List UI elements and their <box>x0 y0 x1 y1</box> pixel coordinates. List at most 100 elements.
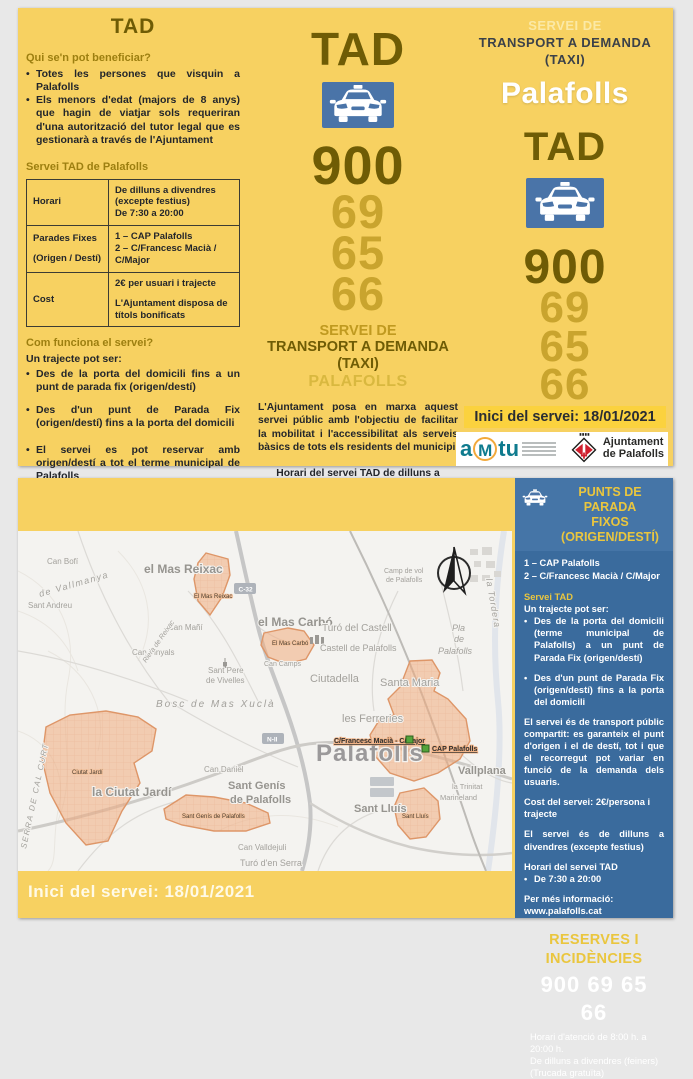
row-value: De dilluns a divendres (excepte festius)… <box>108 178 240 227</box>
phone-part: 65 <box>330 225 386 279</box>
svg-text:Can Bofí: Can Bofí <box>47 557 79 566</box>
value-line: 2 – C/Francesc Macià / C/Major <box>115 243 217 266</box>
logo-text-line: Ajuntament <box>602 436 664 449</box>
zone-mas-carbo <box>260 627 315 665</box>
column-cover: SERVEI DE TRANSPORT A DEMANDA (TAXI) Pal… <box>456 8 668 466</box>
svg-text:Turó d'en Serra: Turó d'en Serra <box>240 858 302 868</box>
phone-part: 900 <box>311 136 405 196</box>
ajuntament-logo: Ajuntament de Palafolls <box>569 433 664 465</box>
reserves-details: Horari d'atenció de 8:00 h. a 20:00 h. D… <box>524 1031 664 1079</box>
row-value: 2€ per usuari i trajecte L'Ajuntament di… <box>108 271 240 328</box>
stop-item: 2 – C/Francesc Macià / C/Major <box>524 571 660 582</box>
list-item: Els menors d'edat (majors de 8 anys) que… <box>26 94 240 147</box>
detail-line: (Trucada gratuïta) <box>530 1068 605 1079</box>
phone-part: 65 <box>539 321 591 371</box>
svg-text:C-32: C-32 <box>239 587 253 594</box>
info-line: Per més informació: www.palafolls.cat <box>524 893 614 916</box>
list-item: El servei es pot reservar amb origen/des… <box>26 444 240 483</box>
svg-text:Sant Pere: Sant Pere <box>208 666 244 675</box>
svg-text:Palafolls: Palafolls <box>316 740 424 767</box>
phone-part: 900 <box>523 240 607 294</box>
heading-line: TRANSPORT A DEMANDA <box>267 339 449 356</box>
svg-text:Can Mañí: Can Mañí <box>168 623 203 632</box>
value-line: 2€ per usuari i trajecte <box>115 277 216 289</box>
brochure-map-page: C-32 N-II Can Bofí Sant Andreu el Mas Re… <box>18 478 673 1078</box>
svg-text:Riera de Reixac: Riera de Reixac <box>142 619 177 664</box>
svg-text:de: de <box>454 634 464 644</box>
svg-text:les Ferreries: les Ferreries <box>342 713 404 725</box>
svg-text:El Mas Reixac: El Mas Reixac <box>194 594 232 600</box>
value-line: De 7:30 a 20:00 <box>115 208 184 220</box>
horari-title: Horari del servei TAD <box>524 861 618 872</box>
stop-item: 1 – CAP Palafolls <box>524 558 600 568</box>
reserves-title: RESERVES I INCIDÈNCIES <box>545 931 643 967</box>
tad-title-middle: TAD <box>310 23 406 75</box>
cover-heading: SERVEI DE TRANSPORT A DEMANDA (TAXI) <box>462 18 668 69</box>
svg-text:Sant Genís: Sant Genís <box>228 780 285 792</box>
amtu-logo-text: M <box>473 437 498 461</box>
phone-part: 66 <box>330 267 386 321</box>
north-arrow-icon <box>437 546 471 596</box>
logo-text-line: de Palafolls <box>602 448 664 460</box>
funciona-list: Des de la porta del domicili fins a un p… <box>26 368 240 483</box>
svg-text:Can Valldejuli: Can Valldejuli <box>238 843 287 852</box>
svg-text:Can Camps: Can Camps <box>264 661 301 668</box>
heading-line: TRANSPORT A DEMANDA <box>478 34 652 50</box>
phone-number: 900 69 65 66 <box>462 240 668 410</box>
list-item: Totes les persones que visquin a Palafol… <box>26 68 240 94</box>
svg-text:C/Francesc Macià - C/Major: C/Francesc Macià - C/Major <box>334 738 425 745</box>
svg-text:la Trinitat: la Trinitat <box>452 782 483 791</box>
amtu-fineprint <box>522 440 557 458</box>
list-item: De 7:30 a 20:00 <box>524 873 664 885</box>
trajecte-list: Des de la porta del domicili (terme muni… <box>524 615 664 708</box>
label-line: (Origen / Destí) <box>33 253 102 265</box>
heading-line: PALAFOLLS <box>308 372 408 390</box>
church-icon <box>223 658 227 668</box>
tad-title-left: TAD <box>110 15 156 38</box>
dies-line: El servei és de dilluns a divendres (exc… <box>524 829 664 852</box>
map-canvas: C-32 N-II Can Bofí Sant Andreu el Mas Re… <box>18 531 512 871</box>
column-cover-inner: TAD 900 69 65 66 SERVEI DE TRANSPORT A D… <box>258 8 458 507</box>
compartit-paragraph: El servei és de transport públic compart… <box>524 716 664 788</box>
svg-text:de Palafolls: de Palafolls <box>386 577 423 584</box>
svg-text:Ciutadella: Ciutadella <box>310 673 360 685</box>
table-row: Parades Fixes (Origen / Destí) 1 – CAP P… <box>26 225 240 273</box>
heading-servei-tad: Servei TAD de Palafolls <box>26 160 149 173</box>
heading-line: SERVEI DE <box>319 322 397 339</box>
zone-labels: El Mas Reixac El Mas Carbó Ciutat Jardí … <box>71 593 429 821</box>
label-line: Parades Fixes <box>33 232 97 244</box>
map: C-32 N-II Can Bofí Sant Andreu el Mas Re… <box>18 531 512 871</box>
svg-text:Turó del Castell: Turó del Castell <box>322 623 392 634</box>
phone-part: 66 <box>539 360 591 410</box>
svg-text:el Mas Carbó: el Mas Carbó <box>258 615 333 629</box>
panel-header: PUNTS DE PARADA FIXOS (ORIGEN/DESTÍ) <box>515 478 673 551</box>
value-line: 1 – CAP Palafolls <box>115 231 193 243</box>
ajuntament-emblem-icon <box>571 433 597 463</box>
detail-line: Horari d'atenció de 8:00 h. a 20:00 h. <box>530 1031 647 1054</box>
trajecte-intro: Un trajecte pot ser: <box>26 353 122 366</box>
heading-servei-tad: Servei TAD <box>524 592 573 603</box>
value-line: L'Ajuntament disposa de títols bonificat… <box>115 297 228 321</box>
svg-text:Castell de Palafolls: Castell de Palafolls <box>320 643 397 653</box>
svg-text:de Vallmanya: de Vallmanya <box>38 569 110 599</box>
svg-text:SERRA DE CAL CURT: SERRA DE CAL CURT <box>19 742 50 850</box>
title-line: FIXOS (ORIGEN/DESTÍ) <box>561 515 659 544</box>
svg-text:de Vivelles: de Vivelles <box>206 676 245 685</box>
list-item: Des de la porta del domicili fins a un p… <box>26 368 240 394</box>
svg-text:la Ciutat Jardí: la Ciutat Jardí <box>92 785 172 799</box>
row-value: 1 – CAP Palafolls 2 – C/Francesc Macià /… <box>108 225 240 273</box>
panel-title: PUNTS DE PARADA FIXOS (ORIGEN/DESTÍ) <box>553 485 667 545</box>
table-row: Horari De dilluns a divendres (excepte f… <box>26 178 240 227</box>
svg-text:Pla: Pla <box>452 623 465 633</box>
heading-beneficiaris: Qui se'n pot beneficiar? <box>26 52 151 65</box>
svg-text:Can Daniel: Can Daniel <box>204 765 244 774</box>
heading-line: (TAXI) <box>337 355 379 372</box>
beneficiaris-list: Totes les persones que visquin a Palafol… <box>26 68 240 147</box>
svg-text:Palafolls: Palafolls <box>438 646 473 656</box>
car-icon <box>522 488 548 508</box>
svg-text:Vallplana: Vallplana <box>458 765 507 777</box>
reserves-phone: 900 69 65 66 <box>540 971 648 1026</box>
info-panel: PUNTS DE PARADA FIXOS (ORIGEN/DESTÍ) 1 –… <box>515 478 673 1078</box>
svg-text:Sant Andreu: Sant Andreu <box>28 601 72 610</box>
